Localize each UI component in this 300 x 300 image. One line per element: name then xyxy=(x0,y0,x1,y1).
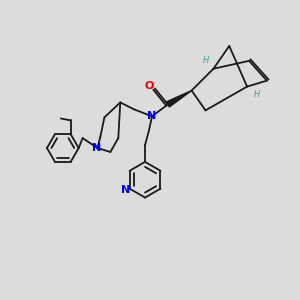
Text: N: N xyxy=(92,143,101,153)
Text: N: N xyxy=(147,111,157,121)
Text: H: H xyxy=(254,90,260,99)
Polygon shape xyxy=(166,91,192,107)
Text: N: N xyxy=(121,184,130,195)
Text: O: O xyxy=(144,81,154,91)
Text: H: H xyxy=(202,56,208,65)
